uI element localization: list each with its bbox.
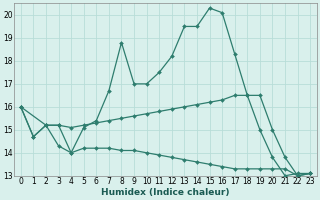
X-axis label: Humidex (Indice chaleur): Humidex (Indice chaleur) bbox=[101, 188, 230, 197]
